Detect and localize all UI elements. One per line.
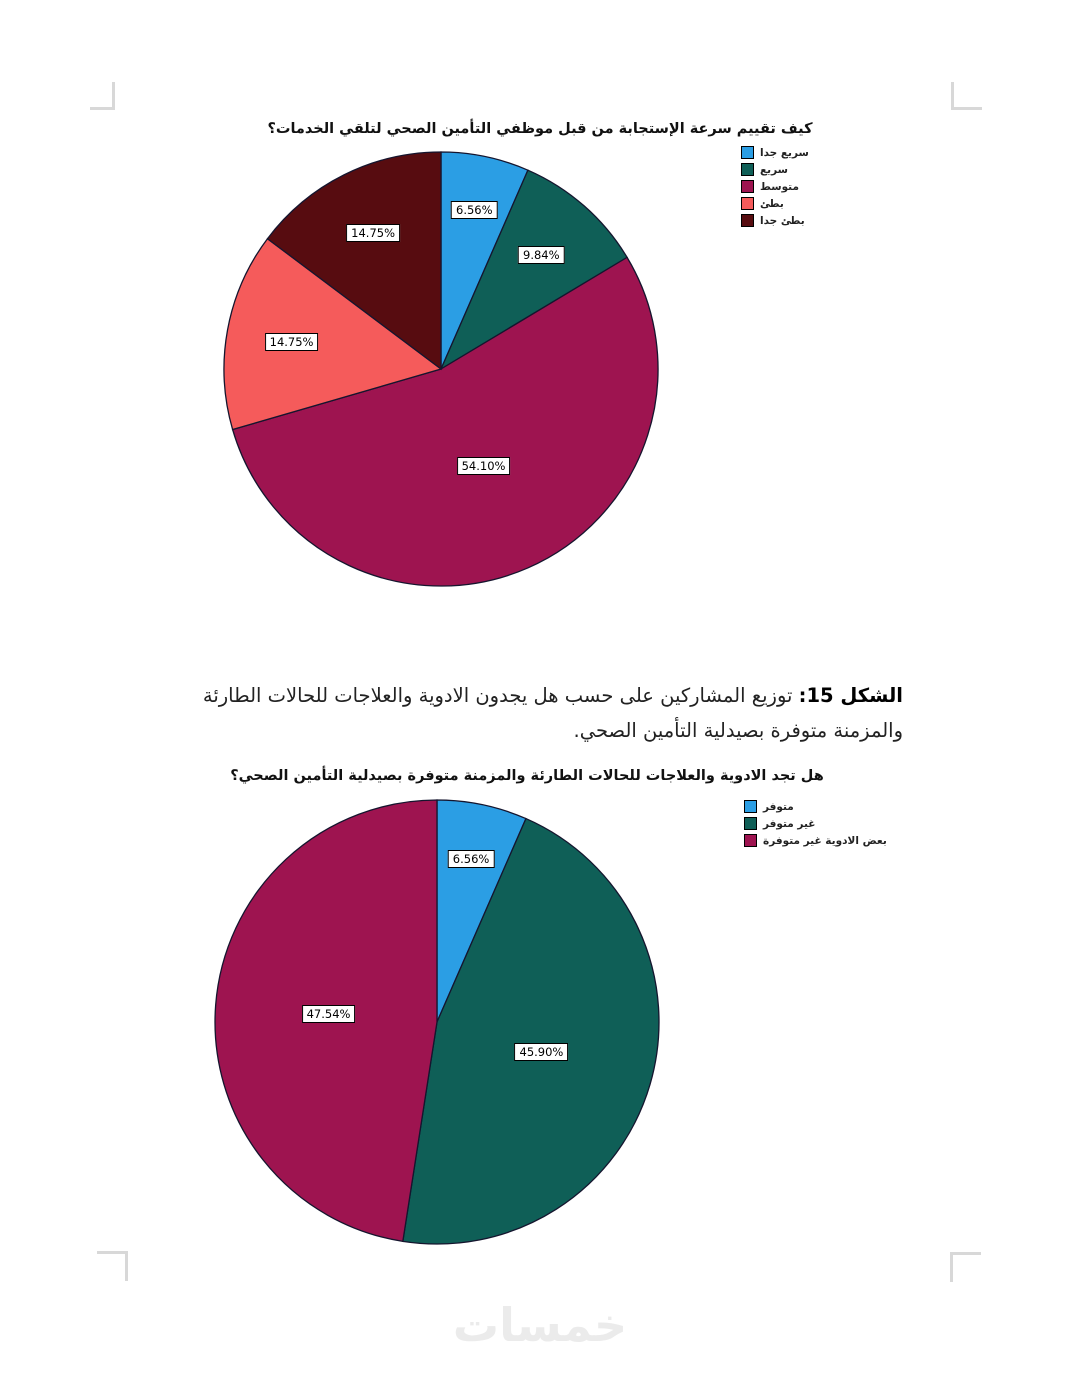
figure-caption-text: توزيع المشاركين على حسب هل يجدون الادوية…	[202, 684, 903, 743]
legend-swatch	[741, 180, 754, 193]
crop-mark-top-right	[951, 82, 982, 110]
legend-swatch	[741, 197, 754, 210]
legend-label: سريع	[760, 163, 788, 176]
legend-label: بعض الادوية غير متوفرة	[763, 834, 887, 847]
legend-item: متوسط	[741, 180, 809, 193]
legend-swatch	[744, 817, 757, 830]
legend-label: بطئ	[760, 197, 784, 210]
crop-mark-bottom-left	[97, 1251, 128, 1281]
figure-caption-number: الشكل 15:	[798, 684, 903, 707]
pie-chart-response-speed: 6.56% 9.84% 54.10% 14.75% 14.75%	[220, 143, 664, 595]
crop-mark-bottom-right	[950, 1252, 981, 1282]
pie-percent-label: 14.75%	[264, 332, 319, 351]
figure-caption: الشكل 15: توزيع المشاركين على حسب هل يجد…	[177, 678, 903, 748]
chart-title-medicine-availability: هل تجد الادوية والعلاجات للحالات الطارئة…	[230, 768, 824, 784]
legend-label: متوفر	[763, 800, 794, 813]
legend-item: غير متوفر	[744, 817, 887, 830]
legend-swatch	[741, 163, 754, 176]
legend-label: متوسط	[760, 180, 799, 193]
legend-swatch	[741, 146, 754, 159]
pie-slice	[439, 169, 628, 371]
legend-item: متوفر	[744, 800, 887, 813]
legend-medicine-availability: متوفر غير متوفر بعض الادوية غير متوفرة	[744, 800, 887, 847]
legend-item: بطئ	[741, 197, 809, 210]
pie-slice	[266, 151, 442, 371]
legend-swatch	[744, 800, 757, 813]
pie-chart-medicine-availability: 6.56% 45.90% 47.54%	[213, 795, 661, 1250]
legend-item: بعض الادوية غير متوفرة	[744, 834, 887, 847]
legend-swatch	[741, 214, 754, 227]
legend-label: سريع جدا	[760, 146, 809, 159]
pie-percent-label: 14.75%	[346, 224, 401, 243]
legend-item: سريع	[741, 163, 809, 176]
crop-mark-top-left	[90, 82, 115, 110]
pie-slice	[402, 817, 660, 1245]
chart-title-response-speed: كيف تقييم سرعة الإستجابة من قبل موظفي ال…	[267, 121, 813, 137]
legend-label: بطئ جدا	[760, 214, 805, 227]
pie-slice	[231, 256, 659, 587]
legend-label: غير متوفر	[763, 817, 816, 830]
legend-item: بطئ جدا	[741, 214, 809, 227]
pie-percent-label: 9.84%	[518, 245, 565, 264]
legend-swatch	[744, 834, 757, 847]
pie-percent-label: 47.54%	[301, 1004, 356, 1023]
pie-percent-label: 45.90%	[514, 1043, 569, 1062]
legend-item: سريع جدا	[741, 146, 809, 159]
pie-slice	[223, 237, 443, 431]
khamsat-watermark-logo: خمسات	[452, 1298, 628, 1352]
pie-percent-label: 54.10%	[456, 457, 511, 476]
pie-percent-label: 6.56%	[451, 200, 498, 219]
pie-percent-label: 6.56%	[447, 850, 495, 869]
legend-response-speed: سريع جدا سريع متوسط بطئ بطئ جدا	[741, 146, 809, 227]
